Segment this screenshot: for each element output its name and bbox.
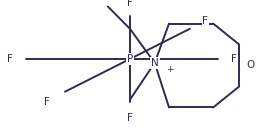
Text: F: F bbox=[44, 97, 50, 107]
Text: F: F bbox=[203, 16, 208, 26]
Text: F: F bbox=[127, 0, 133, 8]
Text: -: - bbox=[147, 45, 150, 54]
Text: F: F bbox=[8, 54, 13, 64]
Text: F: F bbox=[231, 54, 237, 64]
Text: O: O bbox=[247, 61, 255, 70]
Text: +: + bbox=[166, 65, 173, 74]
Text: N: N bbox=[151, 58, 159, 68]
Text: F: F bbox=[127, 113, 133, 123]
Text: P: P bbox=[127, 54, 133, 64]
